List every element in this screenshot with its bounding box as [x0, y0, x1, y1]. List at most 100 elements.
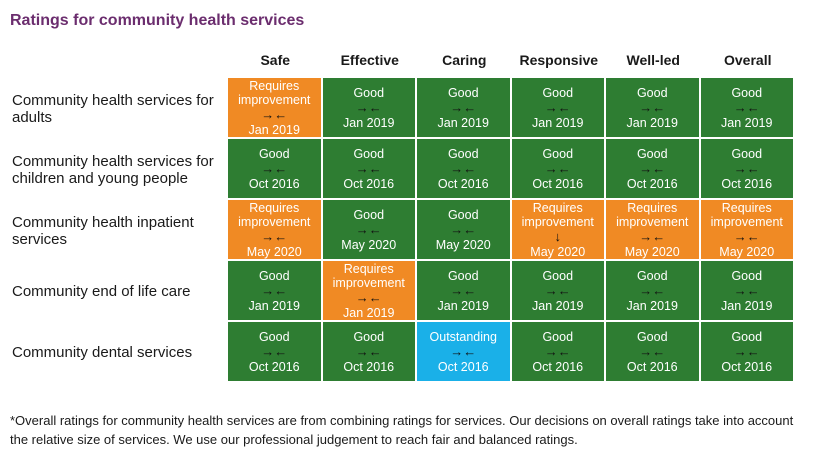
rating-cell: Good →← Jan 2019: [606, 78, 701, 139]
rating-date: Oct 2016: [248, 176, 300, 191]
rating-date: May 2020: [246, 244, 302, 259]
rating-text: Good: [258, 268, 290, 283]
rating-cell: Good →← Oct 2016: [228, 139, 323, 200]
arrows-same-icon: →←: [733, 160, 760, 176]
rating-text: Good: [353, 329, 385, 344]
arrows-same-icon: →←: [733, 343, 760, 359]
rating-cell: Good →← Oct 2016: [322, 139, 417, 200]
rating-date: Jan 2019: [626, 115, 678, 130]
rating-text: Good: [731, 329, 763, 344]
rating-text: Good: [447, 268, 479, 283]
rating-cell: Good →← Oct 2016: [322, 322, 417, 383]
arrows-same-icon: →←: [355, 221, 382, 237]
rating-text: Good: [447, 146, 479, 161]
rating-cell: Requires improvement →← May 2020: [700, 200, 795, 261]
arrows-same-icon: →←: [355, 289, 382, 305]
rating-date: Jan 2019: [532, 298, 584, 313]
rating-date: Jan 2019: [248, 298, 300, 313]
arrows-same-icon: →←: [733, 228, 760, 244]
rating-date: May 2020: [341, 237, 397, 252]
column-header: Caring: [442, 52, 487, 68]
rating-cell: Good →← May 2020: [417, 200, 512, 261]
rating-date: Jan 2019: [437, 115, 489, 130]
ratings-table: Safe Effective Caring Responsive Well-led Ove…: [6, 42, 795, 383]
rating-text: Outstanding: [429, 329, 497, 344]
rating-cell: Requires improvement →← Jan 2019: [228, 78, 323, 139]
rating-cell: Good →← Jan 2019: [417, 78, 512, 139]
rating-text: Good: [731, 85, 763, 100]
rating-cell: Good →← Oct 2016: [606, 139, 701, 200]
rating-date: Jan 2019: [343, 305, 395, 320]
rating-cell: Good →← Jan 2019: [606, 261, 701, 322]
row-label: Community health inpatient services: [12, 213, 194, 248]
rating-text: Requires improvement: [710, 200, 783, 229]
rating-date: Jan 2019: [532, 115, 584, 130]
rating-cell: Good →← Oct 2016: [417, 139, 512, 200]
rating-text: Requires improvement: [238, 200, 311, 229]
row-label: Community health services for adults: [12, 91, 214, 126]
rating-cell: Good →← Jan 2019: [700, 78, 795, 139]
rating-text: Good: [447, 207, 479, 222]
column-header: Well-led: [626, 52, 680, 68]
rating-date: Oct 2016: [248, 359, 300, 374]
row-label: Community end of life care: [12, 283, 191, 300]
rating-cell: Good →← Jan 2019: [417, 261, 512, 322]
rating-cell: Good →← Jan 2019: [511, 261, 606, 322]
rating-text: Good: [542, 85, 574, 100]
rating-date: Jan 2019: [248, 122, 300, 137]
rating-text: Requires improvement: [332, 261, 405, 290]
arrows-same-icon: →←: [544, 282, 571, 298]
arrows-same-icon: →←: [450, 343, 477, 359]
rating-cell: Good →← Jan 2019: [322, 78, 417, 139]
rating-date: Jan 2019: [626, 298, 678, 313]
rating-text: Good: [731, 146, 763, 161]
row-label: Community health services for children a…: [12, 152, 214, 187]
arrows-same-icon: →←: [261, 282, 288, 298]
arrows-same-icon: →←: [544, 99, 571, 115]
arrows-same-icon: →←: [450, 99, 477, 115]
rating-date: Jan 2019: [721, 298, 773, 313]
rating-text: Good: [636, 146, 668, 161]
rating-text: Requires improvement: [616, 200, 689, 229]
rating-date: Jan 2019: [343, 115, 395, 130]
rating-date: May 2020: [435, 237, 491, 252]
rating-cell: Requires improvement →← May 2020: [228, 200, 323, 261]
footnote: *Overall ratings for community health se…: [10, 413, 794, 447]
rating-date: Oct 2016: [532, 359, 584, 374]
rating-cell: Good →← Oct 2016: [606, 322, 701, 383]
rating-cell: Requires improvement →← Jan 2019: [322, 261, 417, 322]
page-title: Ratings for community health services: [10, 12, 305, 29]
rating-text: Good: [636, 268, 668, 283]
rating-cell: Good →← Jan 2019: [511, 78, 606, 139]
arrows-same-icon: →←: [450, 282, 477, 298]
row-label: Community dental services: [12, 344, 193, 361]
rating-text: Requires improvement: [238, 78, 311, 107]
arrows-same-icon: →←: [355, 160, 382, 176]
arrows-same-icon: →←: [450, 160, 477, 176]
rating-date: May 2020: [719, 244, 775, 259]
rating-date: Oct 2016: [532, 176, 584, 191]
rating-text: Good: [542, 329, 574, 344]
rating-date: May 2020: [530, 244, 586, 259]
arrows-same-icon: →←: [639, 343, 666, 359]
arrows-same-icon: →←: [544, 343, 571, 359]
rating-date: Oct 2016: [626, 176, 678, 191]
rating-text: Good: [636, 85, 668, 100]
rating-text: Good: [353, 207, 385, 222]
rating-cell: Good →← Oct 2016: [511, 322, 606, 383]
rating-date: Oct 2016: [343, 176, 395, 191]
arrows-same-icon: →←: [261, 228, 288, 244]
rating-cell: Good →← May 2020: [322, 200, 417, 261]
arrows-same-icon: →←: [261, 160, 288, 176]
rating-cell: Good →← Oct 2016: [228, 322, 323, 383]
rating-text: Good: [353, 85, 385, 100]
rating-cell: Outstanding →← Oct 2016: [417, 322, 512, 383]
rating-date: Oct 2016: [437, 176, 489, 191]
rating-cell: Good →← Oct 2016: [511, 139, 606, 200]
arrows-same-icon: →←: [450, 221, 477, 237]
rating-date: Oct 2016: [626, 359, 678, 374]
rating-date: Oct 2016: [343, 359, 395, 374]
rating-cell: Good →← Oct 2016: [700, 322, 795, 383]
rating-text: Good: [636, 329, 668, 344]
column-header: Effective: [340, 52, 399, 68]
